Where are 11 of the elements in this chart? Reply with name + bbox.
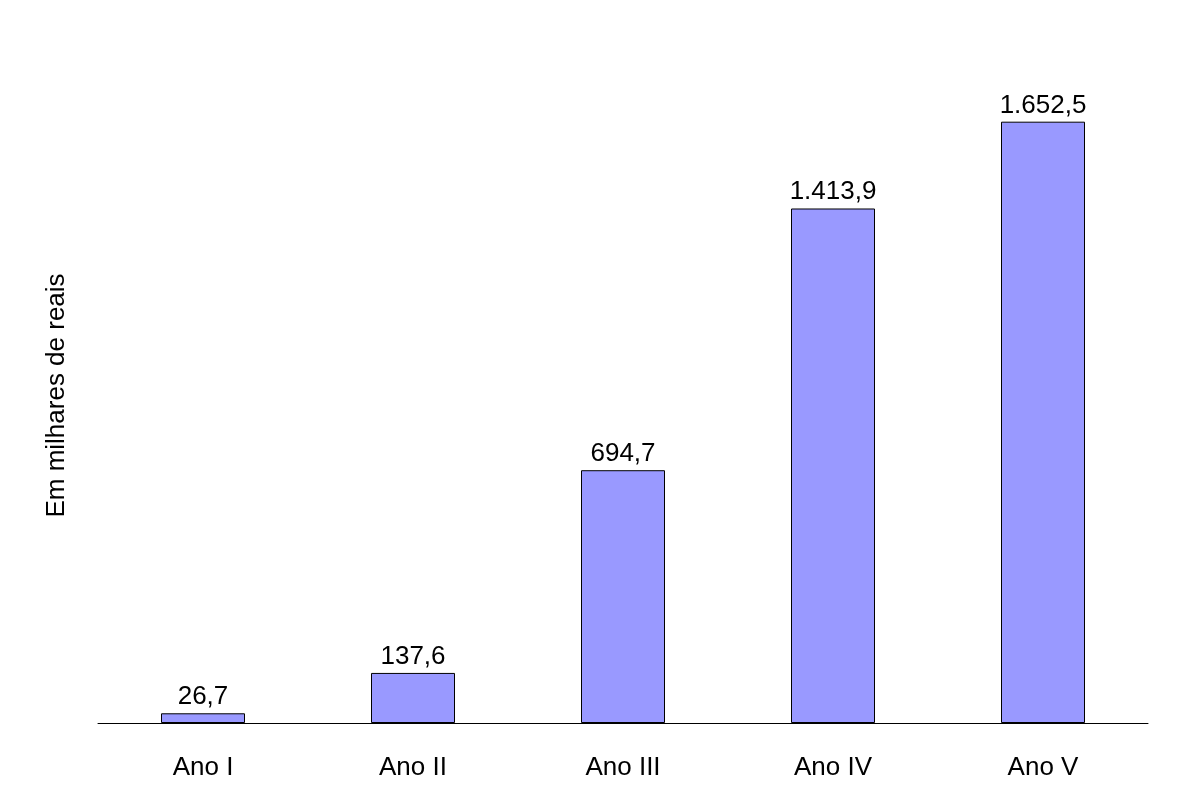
data-label: 1.652,5 (999, 88, 1087, 119)
x-tick-label: Ano III (585, 751, 661, 781)
data-label: 694,7 (590, 437, 656, 468)
x-tick-label: Ano IV (793, 751, 873, 781)
x-tick-label: Ano V (1007, 751, 1080, 781)
x-tick-label: Ano I (172, 751, 234, 781)
data-label: 1.413,9 (789, 175, 877, 206)
data-label: 137,6 (380, 639, 446, 670)
x-tick-label: Ano II (379, 751, 447, 781)
data-label: 26,7 (177, 680, 229, 711)
y-axis-title: Em milhares de reais (40, 273, 70, 518)
